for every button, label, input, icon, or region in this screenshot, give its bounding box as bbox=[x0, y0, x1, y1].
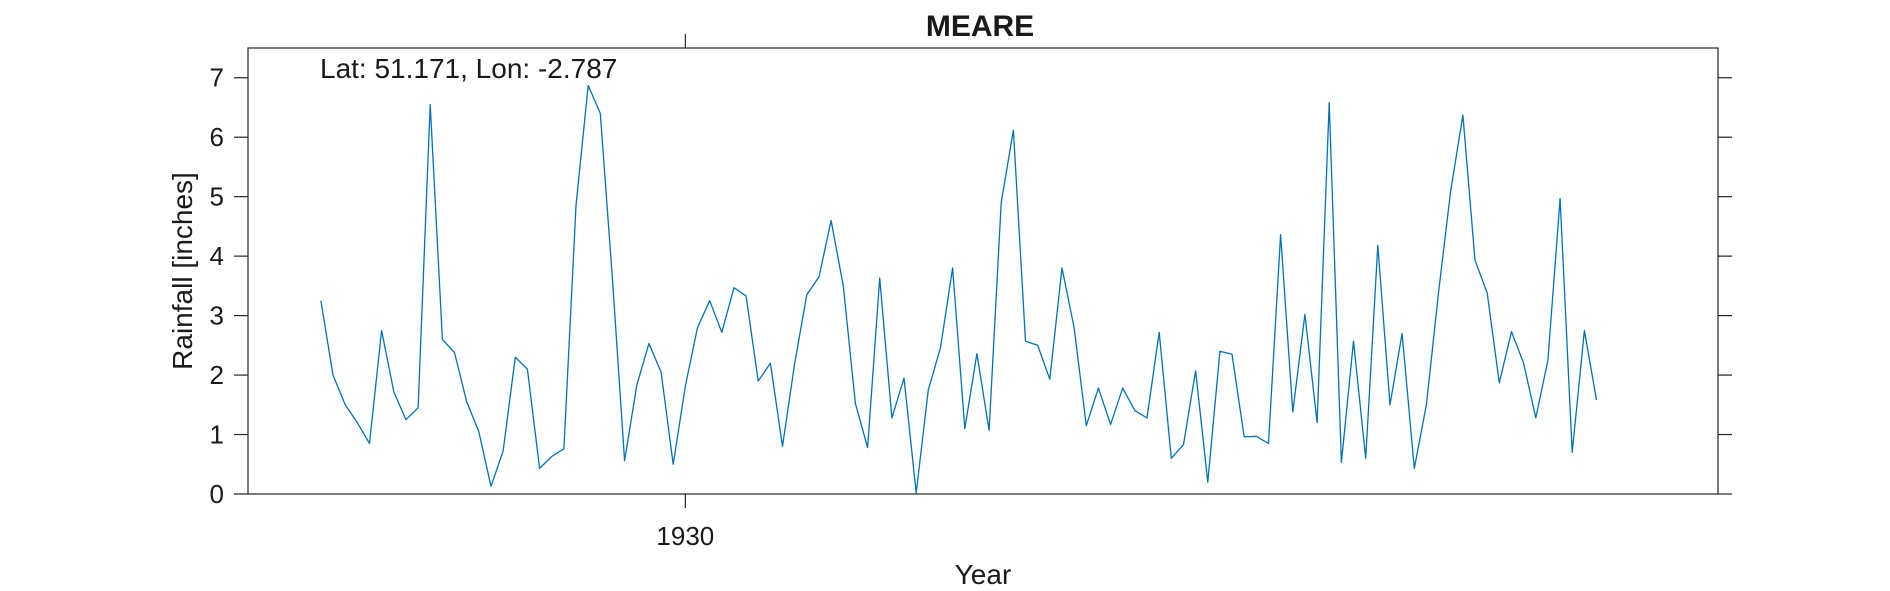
y-tick-label: 2 bbox=[210, 360, 224, 390]
y-tick-label: 3 bbox=[210, 301, 224, 331]
y-tick-label: 5 bbox=[210, 182, 224, 212]
y-tick-label: 4 bbox=[210, 241, 224, 271]
y-tick-label: 0 bbox=[210, 479, 224, 509]
y-tick-label: 6 bbox=[210, 122, 224, 152]
y-tick-label: 1 bbox=[210, 420, 224, 450]
x-tick-labels: 1930 bbox=[656, 521, 714, 551]
chart-title: MEARE bbox=[926, 10, 1034, 43]
rainfall-series-line bbox=[320, 84, 1598, 494]
plot-frame bbox=[247, 47, 1719, 495]
y-tick-labels: 0 1 2 3 4 5 6 7 bbox=[210, 63, 224, 509]
x-tick-label: 1930 bbox=[656, 521, 714, 551]
location-annotation: Lat: 51.171, Lon: -2.787 bbox=[320, 53, 617, 84]
x-axis-label: Year bbox=[955, 559, 1012, 590]
y-tick-label: 7 bbox=[210, 63, 224, 93]
axis-ticks bbox=[234, 34, 1732, 508]
y-axis-label: Rainfall [inches] bbox=[167, 172, 198, 370]
